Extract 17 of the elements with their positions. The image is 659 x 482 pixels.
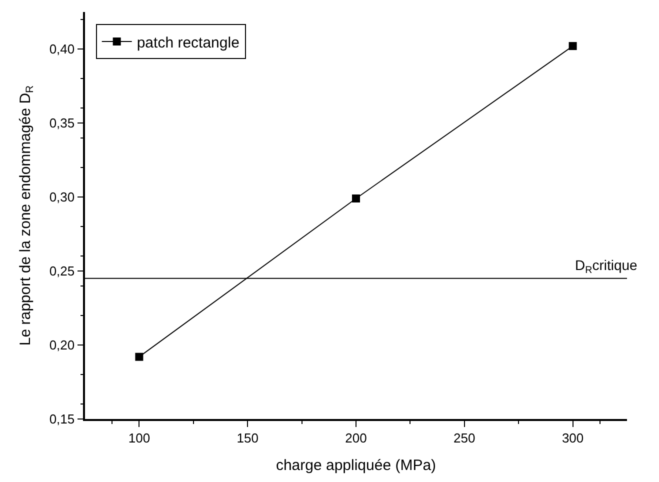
ref-line-label: D$_{R}$critique [575,257,638,276]
x-tick-label: 200 [345,430,367,446]
y-tick-label: 0,40 [49,42,75,57]
x-tick-label: 250 [454,430,476,446]
point [568,42,577,50]
y-tick-label: 0,35 [49,116,75,131]
x-axis-title: charge appliquée (MPa) [276,456,436,474]
y-tick-label: 0,25 [49,264,75,279]
point [352,194,360,202]
y-tick-label: 0,15 [49,412,75,427]
y-tick-label: 0,30 [49,190,75,205]
x-tick-label: 150 [236,430,258,446]
point [135,352,144,361]
x-tick-label: 100 [128,430,150,446]
y-tick-label: 0,20 [49,338,75,353]
x-tick-label: 300 [562,430,584,446]
legend-label: patch rectangle [136,34,240,52]
